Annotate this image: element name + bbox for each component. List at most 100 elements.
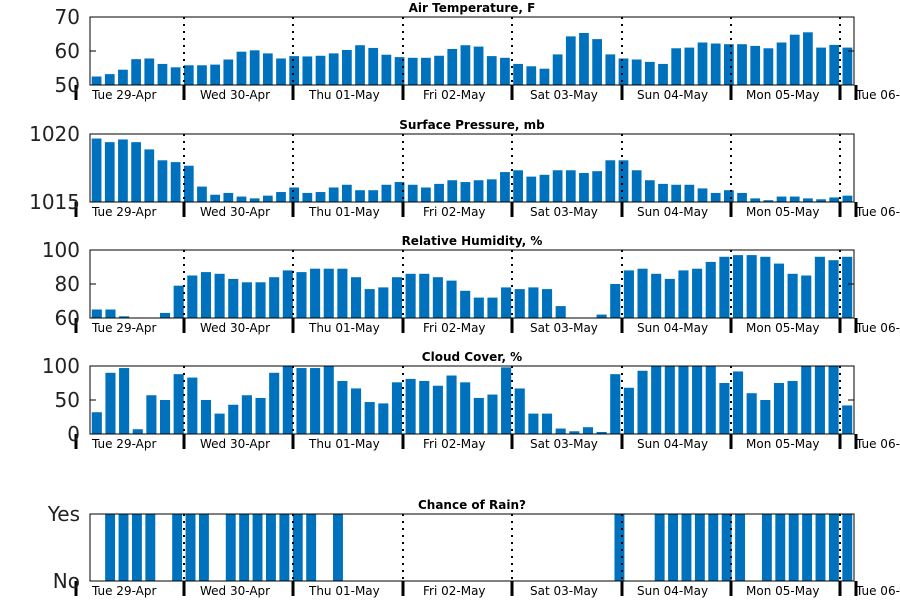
- x-tick-label: Tue 06-: [855, 584, 900, 598]
- bar: [828, 366, 839, 434]
- x-tick-label: Sat 03-May: [530, 321, 598, 335]
- bar: [170, 162, 181, 202]
- bar: [306, 514, 317, 581]
- bar: [146, 395, 157, 434]
- bar: [637, 268, 648, 318]
- bar: [750, 198, 761, 202]
- x-tick-label: Tue 06-: [855, 321, 900, 335]
- x-tick-label: Wed 30-Apr: [200, 437, 270, 451]
- bar: [144, 149, 155, 202]
- bar: [355, 190, 365, 202]
- bar: [750, 45, 761, 85]
- bar: [315, 192, 326, 202]
- y-tick-label: 60: [55, 39, 80, 63]
- bar: [405, 273, 416, 318]
- bar: [514, 289, 525, 318]
- bar: [269, 372, 280, 434]
- panel-2: Surface Pressure, mb 1015 1020 Tue 29-Apr We…: [29, 118, 900, 219]
- bar: [350, 277, 362, 318]
- bar: [378, 403, 389, 434]
- x-tick-label: Thu 01-May: [308, 437, 380, 451]
- bar: [405, 378, 416, 434]
- bar: [296, 272, 307, 318]
- bar: [328, 187, 339, 202]
- x-tick-label: Sat 03-May: [530, 437, 598, 451]
- panel-title: Air Temperature, F: [409, 1, 536, 15]
- bar: [276, 192, 286, 202]
- bar: [118, 514, 129, 581]
- bar: [432, 385, 443, 434]
- bar: [746, 255, 757, 318]
- bar: [651, 273, 662, 318]
- x-tick-label: Tue 29-Apr: [91, 437, 156, 451]
- x-tick-label: Sun 04-May: [637, 437, 708, 451]
- bar: [668, 514, 679, 581]
- x-tick-label: Mon 05-May: [746, 205, 820, 219]
- bar: [434, 55, 444, 85]
- bar: [773, 383, 785, 434]
- bar: [801, 275, 812, 318]
- bar: [631, 170, 642, 202]
- bar: [732, 255, 744, 318]
- bar: [775, 514, 786, 581]
- bar: [473, 46, 484, 85]
- y-tick-label: 60: [55, 306, 80, 330]
- bar: [210, 64, 221, 85]
- x-tick-label: Fri 02-May: [423, 584, 486, 598]
- bar: [446, 280, 457, 318]
- bar: [539, 174, 550, 202]
- x-tick-label: Tue 06-: [855, 205, 900, 219]
- x-tick-label: Tue 29-Apr: [91, 584, 156, 598]
- bar: [596, 314, 607, 318]
- bar: [105, 372, 116, 434]
- panel-title: Chance of Rain?: [418, 498, 526, 512]
- bar: [761, 514, 772, 581]
- x-tick-label: Fri 02-May: [423, 437, 486, 451]
- bar: [592, 39, 603, 85]
- bar: [172, 514, 183, 581]
- panel-title: Cloud Cover, %: [422, 350, 522, 364]
- x-tick-label: Wed 30-Apr: [200, 205, 270, 219]
- bar: [644, 180, 655, 202]
- bar: [552, 54, 563, 85]
- bar: [737, 192, 747, 202]
- bar: [842, 47, 853, 85]
- bar: [282, 366, 293, 434]
- panel-title: Relative Humidity, %: [402, 234, 543, 248]
- bar: [447, 180, 458, 202]
- bar: [292, 514, 303, 581]
- bar: [302, 56, 313, 85]
- x-tick-label: Wed 30-Apr: [200, 321, 270, 335]
- bar: [631, 59, 642, 85]
- bar: [501, 287, 512, 318]
- bar: [735, 514, 746, 581]
- bar: [541, 413, 553, 434]
- bar: [255, 397, 266, 434]
- bar: [214, 413, 225, 434]
- panel-title: Surface Pressure, mb: [399, 118, 545, 132]
- bar: [671, 48, 682, 85]
- bar: [350, 388, 362, 434]
- bar: [723, 44, 734, 85]
- bar: [552, 170, 563, 202]
- bar: [486, 56, 497, 85]
- bar: [91, 309, 102, 318]
- bar: [842, 195, 853, 202]
- bar: [678, 270, 689, 318]
- bar: [760, 400, 771, 434]
- bar: [787, 380, 798, 434]
- bar: [394, 57, 405, 85]
- bar: [223, 192, 234, 202]
- bar: [355, 45, 365, 85]
- bar: [788, 514, 799, 581]
- bar: [391, 277, 403, 318]
- axes-box: [89, 513, 855, 582]
- bar: [131, 514, 142, 581]
- bar: [236, 196, 247, 202]
- bar: [763, 48, 774, 85]
- bar: [197, 186, 207, 202]
- y-tick-label: 0: [67, 422, 80, 446]
- x-tick-label: Sun 04-May: [637, 584, 708, 598]
- bar: [323, 268, 334, 318]
